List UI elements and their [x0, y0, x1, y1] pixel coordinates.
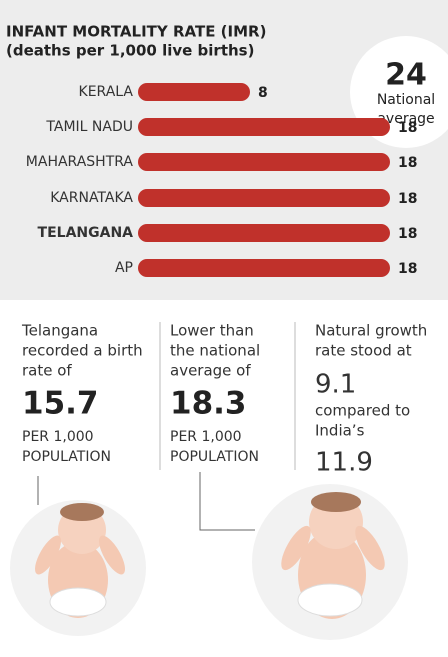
average-value: 24 [385, 58, 427, 93]
stat-text: the national [170, 342, 260, 360]
stat-value: 15.7 [22, 386, 99, 422]
stat-unit: PER 1,000 [22, 429, 94, 445]
value-label: 18 [398, 120, 417, 136]
chart-title: INFANT MORTALITY RATE (IMR) [6, 23, 266, 41]
category-label: KARNATAKA [50, 190, 133, 206]
stat-unit: PER 1,000 [170, 429, 242, 445]
stat-text: compared to [315, 402, 410, 420]
value-label: 18 [398, 226, 417, 242]
value-label: 18 [398, 191, 417, 207]
category-label: MAHARASHTRA [26, 154, 134, 170]
bar [138, 224, 390, 242]
chart-subtitle: (deaths per 1,000 live births) [6, 42, 254, 60]
value-label: 18 [398, 155, 417, 171]
stat-text: India’s [315, 422, 365, 440]
stat-text: average of [170, 362, 251, 380]
category-label: AP [115, 260, 133, 276]
bars: KERALA TAMIL NADU MAHARASHTRA KARNATAKA … [26, 84, 134, 276]
stat-text: rate stood at [315, 342, 412, 360]
stat-value: 18.3 [170, 386, 247, 422]
stat-text: Telangana [21, 322, 98, 340]
category-label: TAMIL NADU [45, 119, 133, 135]
bar [138, 118, 390, 136]
value-label: 8 [258, 85, 268, 101]
baby-illustration [10, 500, 146, 636]
stat-text: Natural growth [315, 322, 427, 340]
stat-unit: POPULATION [170, 449, 259, 465]
connector [199, 472, 255, 531]
bar [138, 259, 390, 277]
average-label: National [377, 92, 435, 108]
baby-illustration [252, 484, 408, 640]
stat-text: rate of [22, 362, 72, 380]
category-label: KERALA [79, 84, 134, 100]
value-label: 18 [398, 261, 417, 277]
bar [138, 189, 390, 207]
stat-value: 11.9 [315, 448, 373, 478]
stat-text: Lower than [170, 322, 254, 340]
bar [138, 83, 250, 101]
stat-value: 9.1 [315, 370, 356, 400]
stat-unit: POPULATION [22, 449, 111, 465]
average-label: average [377, 111, 434, 127]
category-label: TELANGANA [38, 225, 134, 241]
bar [138, 153, 390, 171]
stat-text: recorded a birth [22, 342, 143, 360]
